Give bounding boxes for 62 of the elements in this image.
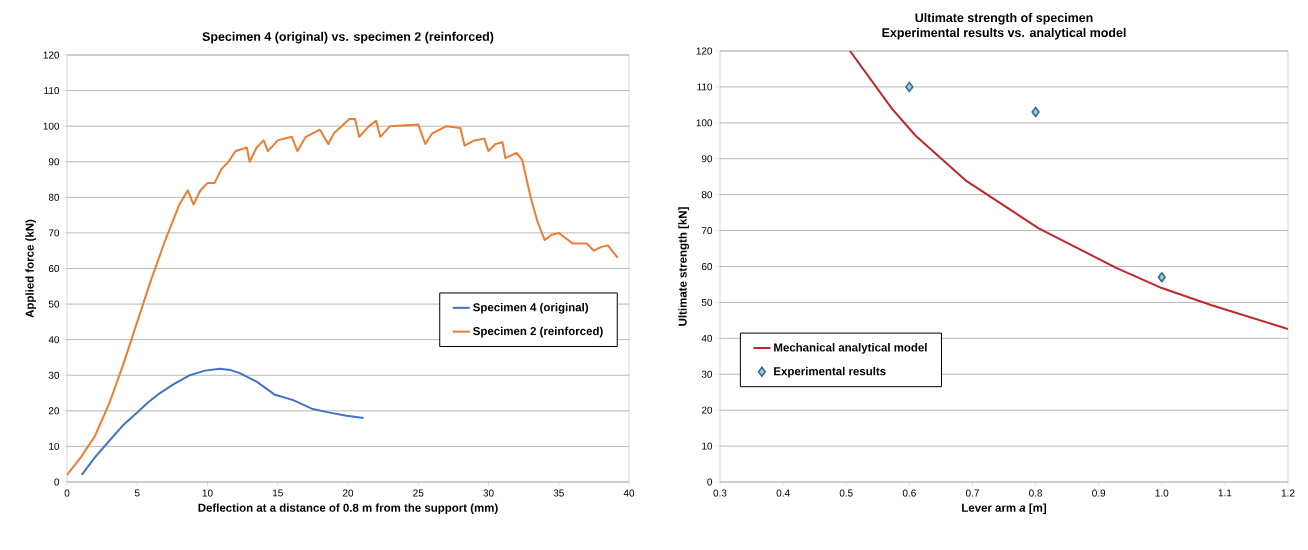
point xyxy=(905,81,914,93)
x-tick-label: 1.1 xyxy=(1218,489,1232,497)
y-tick-label: 60 xyxy=(701,262,713,271)
y-tick-label: 90 xyxy=(48,158,60,166)
x-tick-label: 0.3 xyxy=(713,489,727,497)
chart-title: Specimen 4 (original) vs. specimen 2 (reinforced) xyxy=(202,31,494,44)
x-tick-label: 0.5 xyxy=(839,489,853,497)
point xyxy=(1031,106,1040,118)
x-tick-label: 0.8 xyxy=(1029,489,1043,497)
x-tick-label: 40 xyxy=(623,489,635,497)
x-tick-label: 5 xyxy=(134,489,140,497)
legend-label: Specimen 4 (original) xyxy=(473,302,589,314)
y-axis-title: Applied force (kN) xyxy=(25,219,37,318)
x-tick-label: 30 xyxy=(483,489,494,497)
point xyxy=(1157,272,1166,283)
y-tick-label: 120 xyxy=(696,47,713,55)
line-series xyxy=(80,367,365,476)
y-tick-label: 80 xyxy=(48,193,60,201)
legend-label: Specimen 2 (reinforced) xyxy=(473,326,603,338)
legend-label: Mechanical analytical model xyxy=(774,343,927,354)
legend-label: Experimental results xyxy=(774,366,886,378)
y-tick-label: 100 xyxy=(43,122,60,130)
y-tick-label: 10 xyxy=(702,442,713,450)
x-tick-label: 0.4 xyxy=(776,489,790,497)
y-tick-label: 50 xyxy=(48,300,60,308)
y-tick-label: 110 xyxy=(44,87,60,95)
y-tick-label: 80 xyxy=(701,191,713,199)
x-tick-label: 0 xyxy=(64,489,70,497)
y-axis-title: Ultimate strength [kN] xyxy=(678,207,690,326)
x-tick-label: 1.2 xyxy=(1281,489,1295,497)
x-tick-label: 0.6 xyxy=(902,489,916,497)
x-tick-label: 1.0 xyxy=(1155,489,1169,497)
y-tick-label: 90 xyxy=(701,155,713,163)
y-tick-label: 40 xyxy=(701,334,713,342)
y-tick-label: 30 xyxy=(48,371,60,379)
y-tick-label: 50 xyxy=(701,298,713,306)
x-tick-label: 35 xyxy=(553,489,564,497)
x-tick-label: 10 xyxy=(202,489,213,497)
y-tick-label: 0 xyxy=(707,478,713,486)
y-tick-label: 70 xyxy=(48,229,60,237)
y-tick-label: 100 xyxy=(696,119,713,127)
y-tick-label: 110 xyxy=(697,83,713,91)
line-series xyxy=(849,50,1289,330)
x-axis-title: Deflection at a distance of 0.8 m from the support (mm) xyxy=(198,503,498,515)
x-tick-label: 0.9 xyxy=(1092,489,1106,497)
y-tick-label: 30 xyxy=(701,370,713,378)
x-tick-label: 25 xyxy=(413,489,424,497)
y-tick-label: 0 xyxy=(54,478,60,486)
line-series xyxy=(67,118,619,476)
y-tick-label: 20 xyxy=(48,407,60,415)
x-tick-label: 15 xyxy=(272,489,283,497)
y-tick-label: 40 xyxy=(48,336,60,344)
y-tick-label: 70 xyxy=(701,227,713,235)
y-tick-label: 120 xyxy=(43,51,60,59)
y-tick-label: 60 xyxy=(48,264,60,273)
x-tick-label: 20 xyxy=(342,489,354,497)
chart-subtitle: Experimental results vs. analytical model xyxy=(882,27,1126,40)
chart-title: Ultimate strength of specimen xyxy=(915,12,1093,25)
x-tick-label: 0.7 xyxy=(965,489,979,497)
y-tick-label: 20 xyxy=(701,406,713,414)
x-axis-title: Lever arm a [m] xyxy=(962,503,1047,515)
y-tick-label: 10 xyxy=(49,442,60,450)
